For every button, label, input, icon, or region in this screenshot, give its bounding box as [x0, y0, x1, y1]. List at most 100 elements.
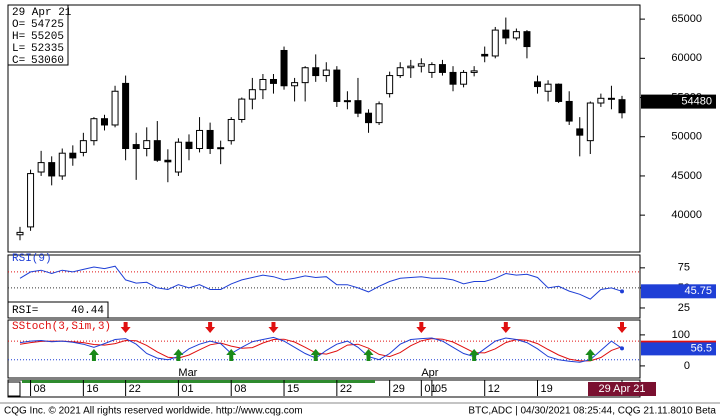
- y-tick-label: 65000: [671, 13, 702, 25]
- candle-body: [185, 141, 193, 149]
- candle-body: [16, 231, 24, 236]
- rsi-line: [19, 265, 623, 300]
- candle-body: [407, 65, 415, 69]
- candle-body: [100, 118, 108, 126]
- candle-body: [291, 82, 299, 87]
- stoch-k-dot: [620, 346, 624, 351]
- stoch-panel: [7, 319, 641, 379]
- scroll-handle[interactable]: [7, 381, 21, 397]
- candle-body: [312, 67, 320, 77]
- candle-body: [132, 144, 140, 149]
- candle-body: [227, 118, 235, 142]
- info-value: 53060: [31, 55, 64, 67]
- info-label: C=: [12, 55, 25, 67]
- candle-body: [354, 100, 362, 114]
- candle-body: [555, 83, 563, 102]
- sell-arrow: [416, 322, 427, 333]
- sell-arrow: [617, 322, 627, 333]
- info-box: [7, 4, 69, 66]
- rsi-last-label: 45.75: [684, 285, 712, 297]
- rsi-title: RSI(9): [12, 253, 52, 265]
- candle-body: [565, 100, 573, 122]
- x-tick-label: 19: [541, 383, 553, 395]
- buy-arrow: [226, 349, 237, 361]
- info-label: H=: [12, 31, 25, 43]
- candle-body: [512, 31, 520, 39]
- candle-body: [301, 67, 309, 84]
- candle-body: [217, 147, 225, 150]
- candle-body: [69, 152, 77, 159]
- stoch-title: SStoch(3,Sim,3): [12, 321, 111, 333]
- info-date: 29 Apr 21: [12, 7, 72, 19]
- candle-body: [343, 100, 351, 103]
- candle-body: [248, 89, 256, 100]
- candle-body: [90, 118, 98, 142]
- y-tick-label: 50000: [671, 131, 702, 143]
- price-panel: [7, 4, 641, 253]
- candle-body: [375, 103, 383, 124]
- candle-body: [196, 129, 204, 149]
- candle-body: [48, 162, 56, 177]
- candle-body: [269, 78, 277, 84]
- candle-body: [396, 67, 404, 77]
- rsi-tick-label: 75: [678, 262, 690, 274]
- rsi-readout-value: 40.44: [71, 305, 104, 317]
- candle-body: [502, 29, 510, 39]
- x-tick-label: 12: [488, 383, 500, 395]
- y-tick-label: 60000: [671, 52, 702, 64]
- rsi-readout-label: RSI=: [12, 305, 38, 317]
- last-price-box: [641, 94, 716, 109]
- candle-body: [597, 97, 605, 104]
- x-tick-label: 08: [234, 383, 246, 395]
- candle-body: [122, 82, 130, 149]
- candle-body: [586, 102, 594, 142]
- x-tick-label: 15: [287, 383, 299, 395]
- last-price-label: 54480: [681, 96, 712, 108]
- candle-body: [417, 63, 425, 67]
- y-tick-label: 40000: [671, 209, 702, 221]
- sell-arrow: [500, 322, 511, 333]
- candle-body: [58, 152, 66, 177]
- candle-body: [618, 99, 626, 114]
- candle-body: [143, 140, 151, 149]
- x-tick-label: 08: [34, 383, 46, 395]
- buy-arrow: [173, 349, 184, 361]
- candle-body: [174, 141, 182, 173]
- candle-body: [428, 64, 436, 73]
- candle-body: [111, 90, 119, 126]
- stoch-k-box: [641, 342, 716, 356]
- y-tick-label: 45000: [671, 170, 702, 182]
- stoch-k-line: [19, 336, 623, 363]
- stoch-d-line: [19, 338, 623, 362]
- stoch-tick-label: 0: [684, 360, 690, 372]
- x-month-label: Apr: [421, 367, 438, 379]
- buy-arrow: [585, 349, 596, 361]
- x-month-label: Mar: [178, 367, 197, 379]
- candle-body: [259, 78, 267, 91]
- candle-body: [238, 98, 246, 120]
- sell-arrow: [268, 322, 279, 333]
- rsi-readout-box: [7, 301, 109, 319]
- sell-arrow: [120, 322, 131, 333]
- rsi-panel: [7, 254, 641, 319]
- buy-arrow: [310, 349, 321, 361]
- x-tick-label: 22: [129, 383, 141, 395]
- candle-body: [470, 70, 478, 73]
- x-tick-label: 05: [435, 383, 447, 395]
- stoch-k-label: 56.5: [691, 342, 712, 354]
- buy-arrow: [88, 349, 99, 361]
- candle-body: [481, 53, 489, 57]
- candle-body: [365, 112, 373, 124]
- scroll-bar[interactable]: [22, 380, 375, 383]
- candle-body: [438, 64, 446, 73]
- sell-arrow: [205, 322, 216, 333]
- candle-body: [333, 69, 341, 102]
- candle-body: [206, 129, 214, 149]
- candle-body: [460, 71, 468, 85]
- footer-right: BTC,ADC | 04/30/2021 08:25:44, CQG 21.11…: [468, 406, 716, 417]
- x-tick-label: 01: [424, 383, 436, 395]
- x-tick-label: 29 Apr 21: [598, 383, 645, 395]
- candle-body: [79, 140, 87, 153]
- candle-body: [449, 71, 457, 85]
